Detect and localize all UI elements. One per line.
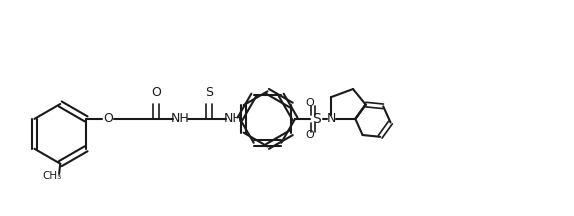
Text: O: O	[103, 112, 113, 125]
Text: S: S	[205, 86, 213, 99]
Text: S: S	[312, 112, 321, 126]
Text: O: O	[305, 98, 314, 108]
Text: O: O	[305, 130, 314, 140]
Text: O: O	[151, 86, 161, 99]
Text: CH₃: CH₃	[42, 171, 61, 181]
Text: NH: NH	[224, 112, 242, 125]
Text: N: N	[327, 112, 336, 125]
Text: NH: NH	[171, 112, 189, 125]
